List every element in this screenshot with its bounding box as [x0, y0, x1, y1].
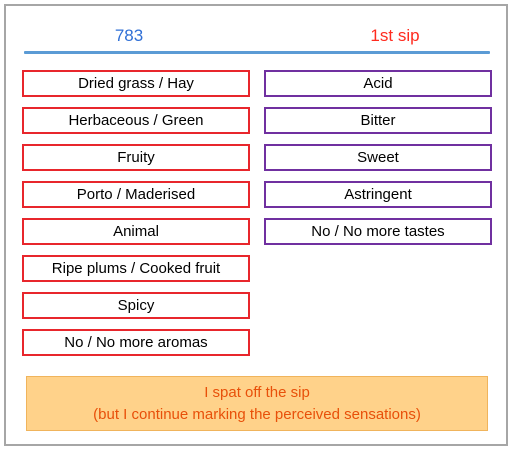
aroma-option-animal[interactable]: Animal: [22, 218, 250, 245]
evaluation-panel: 783 1st sip Dried grass / Hay Herbaceous…: [4, 4, 508, 446]
aroma-option-spicy[interactable]: Spicy: [22, 292, 250, 319]
header-divider: [24, 51, 490, 54]
aroma-option-fruity[interactable]: Fruity: [22, 144, 250, 171]
spat-off-sip-note: (but I continue marking the perceived se…: [93, 405, 421, 423]
aroma-option-herbaceous-green[interactable]: Herbaceous / Green: [22, 107, 250, 134]
taste-option-astringent[interactable]: Astringent: [264, 181, 492, 208]
sample-code: 783: [114, 26, 144, 45]
taste-options: Acid Bitter Sweet Astringent No / No mor…: [264, 70, 492, 255]
aroma-option-dried-grass-hay[interactable]: Dried grass / Hay: [22, 70, 250, 97]
sip-label: 1st sip: [370, 26, 420, 45]
aroma-option-porto-maderised[interactable]: Porto / Maderised: [22, 181, 250, 208]
taste-option-bitter[interactable]: Bitter: [264, 107, 492, 134]
taste-option-acid[interactable]: Acid: [264, 70, 492, 97]
spat-off-sip-button[interactable]: I spat off the sip (but I continue marki…: [26, 376, 488, 431]
taste-option-sweet[interactable]: Sweet: [264, 144, 492, 171]
aroma-options: Dried grass / Hay Herbaceous / Green Fru…: [22, 70, 250, 366]
taste-option-no-more-tastes[interactable]: No / No more tastes: [264, 218, 492, 245]
aroma-option-no-more-aromas[interactable]: No / No more aromas: [22, 329, 250, 356]
spat-off-sip-label: I spat off the sip: [204, 383, 310, 401]
aroma-option-ripe-plums-cooked-fruit[interactable]: Ripe plums / Cooked fruit: [22, 255, 250, 282]
